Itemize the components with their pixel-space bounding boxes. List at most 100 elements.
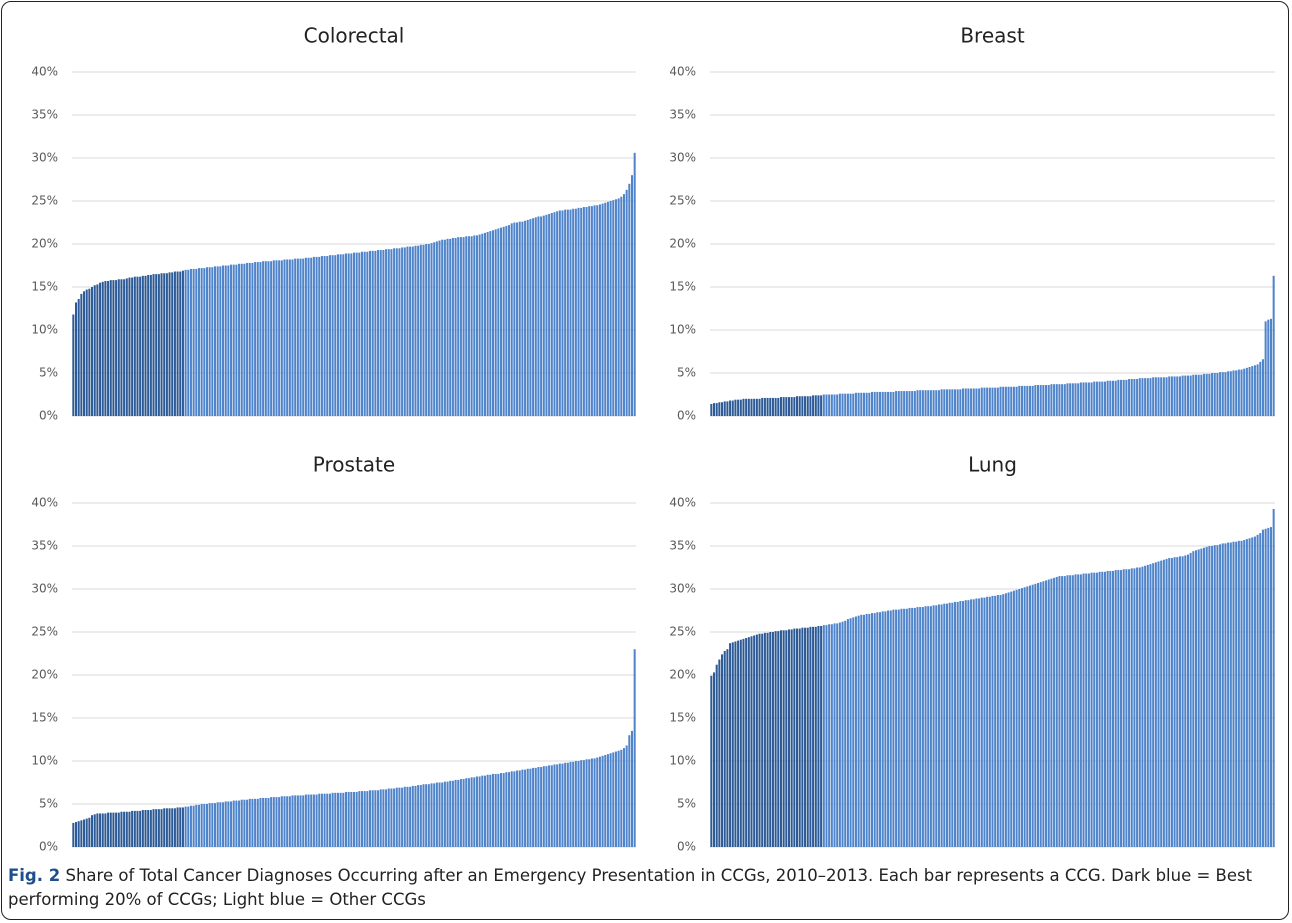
bar [919,390,922,416]
bar [830,624,833,847]
bar [999,595,1002,847]
bar [513,771,516,847]
bar [72,314,75,416]
bar [804,396,807,416]
caption: Fig. 2 Share of Total Cancer Diagnoses O… [8,864,1278,912]
bar [521,769,524,847]
bar [117,279,120,416]
bar [1125,569,1128,847]
bar [852,393,855,416]
bar [430,243,433,416]
bar [1205,546,1208,847]
bar [558,210,561,416]
bar [251,262,254,416]
bar [774,631,777,847]
bar [224,801,227,847]
bar [1211,373,1214,416]
y-tick-label: 20% [669,237,696,251]
bar [1141,378,1144,416]
bar [240,263,243,416]
bar [911,607,914,847]
bar [1103,381,1106,416]
bar [326,793,329,847]
bar [1162,559,1165,847]
bar [980,597,983,847]
bar [927,606,930,847]
bar [91,815,94,847]
bar [967,388,970,416]
bar [825,394,828,416]
bar [782,630,785,847]
bar [259,797,262,847]
bar [275,797,278,847]
bar [1232,370,1235,416]
bar [617,198,620,416]
bar [721,402,724,416]
bar [766,397,769,416]
bar [141,810,144,847]
bar [1095,572,1098,847]
bar [844,620,847,847]
bar [433,242,436,416]
bar [577,207,580,416]
bar [1045,385,1048,416]
bar [1015,589,1018,847]
bar [176,271,179,416]
bar [873,613,876,847]
bar [1221,543,1224,847]
bar [508,225,511,416]
bar [342,792,345,847]
bar [1216,373,1219,416]
bar [766,632,769,847]
bar [200,268,203,416]
bar [136,276,139,416]
bar [406,246,409,416]
bar [1058,576,1061,847]
bar [817,395,820,416]
bar [1243,368,1246,416]
bar [1023,587,1026,847]
bar [425,244,428,416]
chart-title: Prostate [313,453,395,477]
bar [369,790,372,847]
bar [256,262,259,416]
y-tick-label: 30% [31,151,58,165]
bar [750,636,753,847]
bar [462,237,465,416]
bar [622,748,625,847]
bar [473,777,476,847]
bar [371,250,374,416]
bar [1227,371,1230,416]
bar [935,605,938,847]
bar [1082,382,1085,416]
bar [1045,580,1048,847]
bar [409,246,412,416]
bar [262,261,265,416]
bar [1018,589,1021,847]
bar [553,764,556,847]
bar [793,628,796,847]
bar [809,396,812,416]
bar [139,810,142,847]
bar [790,629,793,847]
bar [526,219,529,416]
bar [443,781,446,847]
bar [1237,540,1240,847]
bar [828,624,831,847]
bar [868,392,871,416]
bar [318,793,321,847]
bar [403,247,406,416]
bar [1189,375,1192,416]
bar [873,391,876,416]
bar [529,768,532,847]
bar [1261,529,1264,847]
bar [609,201,612,416]
bar [887,391,890,416]
bar [996,387,999,416]
bar [318,256,321,416]
bar [171,272,174,416]
bar [1189,552,1192,847]
bar [996,595,999,847]
bar [1267,527,1270,847]
bar [379,250,382,416]
